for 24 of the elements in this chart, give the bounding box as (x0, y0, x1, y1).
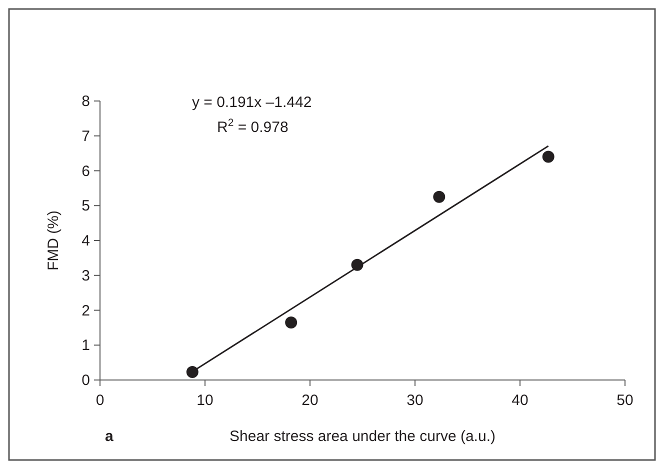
x-tick-label: 30 (406, 392, 424, 409)
point (285, 316, 298, 328)
x-tick-label: 50 (616, 392, 634, 409)
annotation: R$^{2}$ = 0.978 (217, 117, 288, 136)
y-axis-title: FMD (%) (45, 210, 62, 270)
y-tick-label: 5 (82, 198, 90, 215)
x-tick-label: 40 (512, 392, 528, 409)
annotation: y = 0.191x –1.442 (192, 94, 312, 111)
x-tick-label: 20 (302, 392, 318, 409)
y-tick-label: 2 (82, 302, 90, 320)
x-axis-title: Shear stress area under the curve (a.u.) (230, 428, 496, 445)
point (542, 150, 554, 163)
x-tick-label: 10 (196, 392, 214, 409)
x-tick-label: 0 (96, 392, 104, 409)
y-tick-label: 7 (82, 128, 90, 145)
y-tick-label: 4 (82, 232, 90, 250)
point (186, 366, 198, 378)
y-tick-label: 3 (82, 267, 90, 284)
y-tick-label: 1 (82, 337, 90, 354)
y-tick-label: 8 (82, 93, 90, 110)
y-tick-label: 6 (82, 162, 90, 180)
text: a (105, 428, 114, 445)
point (433, 190, 446, 203)
y-tick-label: 0 (82, 372, 90, 389)
